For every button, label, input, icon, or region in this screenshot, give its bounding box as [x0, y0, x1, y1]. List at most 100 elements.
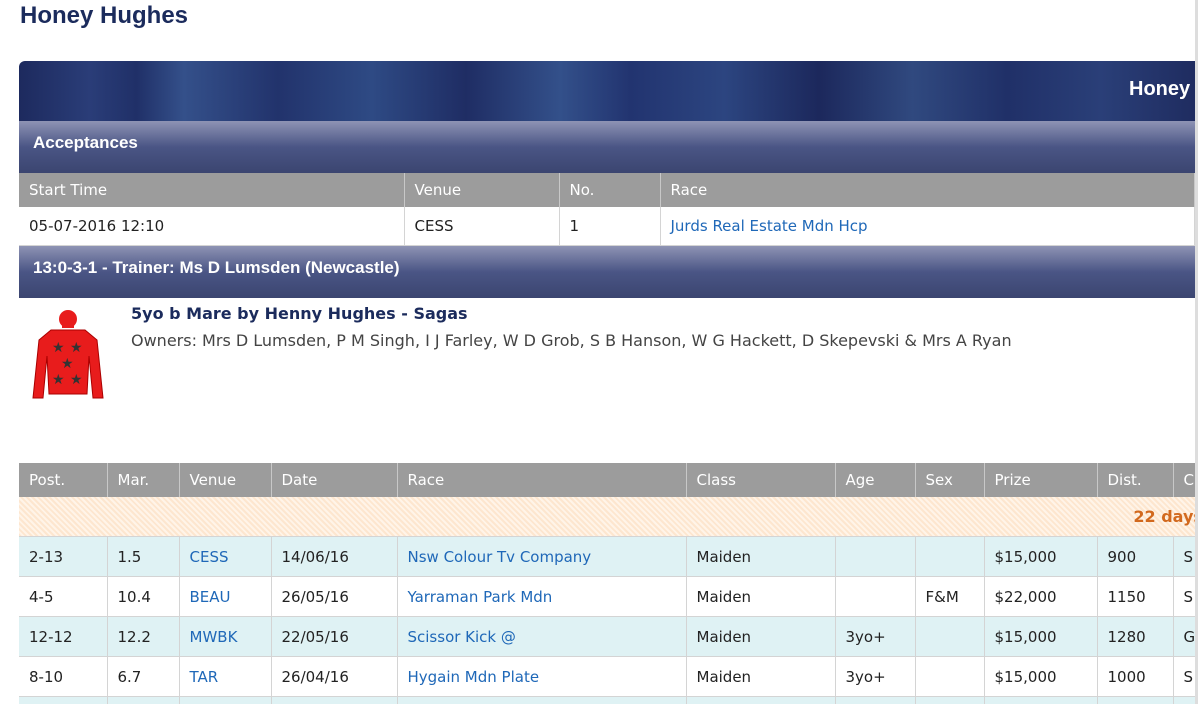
cell-date: 14/06/16: [271, 536, 398, 577]
cell-mar: 6.7: [107, 656, 180, 697]
cell-c: S: [1173, 576, 1195, 617]
venue-link[interactable]: MWBK: [189, 627, 238, 646]
cell-c: S: [1173, 536, 1195, 577]
cell-dist: 1150: [1097, 576, 1174, 617]
cell-sex: [915, 616, 985, 657]
cell-class: Maiden: [686, 616, 836, 657]
cell: [107, 696, 180, 704]
table-row: 12-12 12.2 MWBK 22/05/16 Scissor Kick @ Maide…: [19, 616, 1195, 657]
race-link[interactable]: Yarraman Park Mdn: [407, 587, 553, 606]
trainer-heading: 13:0-3-1 - Trainer: Ms D Lumsden (Newcas…: [19, 245, 1195, 298]
col-c: C: [1173, 462, 1195, 497]
cell-age: 3yo+: [835, 656, 916, 697]
owners: Owners: Mrs D Lumsden, P M Singh, I J Fa…: [131, 330, 1012, 350]
cell-age: 3yo+: [835, 616, 916, 657]
cell-dist: 1280: [1097, 616, 1174, 657]
cell: [915, 696, 985, 704]
cell-race: Hygain Mdn Plate: [397, 656, 687, 697]
cell-age: [835, 576, 916, 617]
cell-date: 26/05/16: [271, 576, 398, 617]
race-link[interactable]: Hygain Mdn Plate: [407, 667, 540, 686]
days-since-notice: 22 days s: [19, 496, 1195, 537]
col-start-time: Start Time: [19, 173, 405, 207]
horse-info: ★ ★ ★ ★ ★ 5yo b Mare by Henny Hughes - Saga…: [19, 298, 1195, 463]
cell-sex: [915, 656, 985, 697]
table-row: 2-13 1.5 CESS 14/06/16 Nsw Colour Tv Company…: [19, 536, 1195, 577]
cell-date: 26/04/16: [271, 656, 398, 697]
cell-race: Yarraman Park Mdn: [397, 576, 687, 617]
cell-post: 8-10: [19, 656, 108, 697]
cell: [686, 696, 836, 704]
table-row: 4-5 10.4 BEAU 26/05/16 Yarraman Park Mdn Maid…: [19, 576, 1195, 617]
cell-mar: 10.4: [107, 576, 180, 617]
cell-venue: TAR: [179, 656, 272, 697]
horse-description: 5yo b Mare by Henny Hughes - Sagas: [131, 303, 468, 323]
cell-mar: 12.2: [107, 616, 180, 657]
form-table: Post. Mar. Venue Date Race Class Age Sex…: [19, 462, 1195, 704]
venue-link[interactable]: CESS: [189, 547, 229, 566]
cell-race: Nsw Colour Tv Company: [397, 536, 687, 577]
cell-class: Maiden: [686, 656, 836, 697]
col-no: No.: [559, 173, 661, 207]
venue: CESS: [404, 207, 560, 246]
scrollbar[interactable]: [1195, 0, 1198, 704]
start-time: 05-07-2016 12:10: [19, 207, 405, 246]
race-number: 1: [559, 207, 661, 246]
venue-link[interactable]: TAR: [189, 667, 219, 686]
cell-mar: 1.5: [107, 536, 180, 577]
cell-class: Maiden: [686, 536, 836, 577]
cell: [271, 696, 398, 704]
cell: [1173, 696, 1195, 704]
table-row: 05-07-2016 12:10 CESS 1 Jurds Real Estat…: [19, 207, 1195, 246]
cell-post: 12-12: [19, 616, 108, 657]
cell: [1097, 696, 1174, 704]
cell-dist: 900: [1097, 536, 1174, 577]
svg-text:★: ★: [52, 340, 65, 356]
cell-venue: BEAU: [179, 576, 272, 617]
cell: [19, 696, 108, 704]
cell: [984, 696, 1098, 704]
col-race: Race: [397, 462, 687, 497]
cell-prize: $15,000: [984, 536, 1098, 577]
cell-post: 4-5: [19, 576, 108, 617]
col-venue: Venue: [179, 462, 272, 497]
cell: [835, 696, 916, 704]
svg-text:★: ★: [70, 340, 83, 356]
svg-text:★: ★: [52, 372, 65, 388]
cell-prize: $15,000: [984, 656, 1098, 697]
col-venue: Venue: [404, 173, 560, 207]
col-dist: Dist.: [1097, 462, 1174, 497]
col-sex: Sex: [915, 462, 985, 497]
race-link[interactable]: Scissor Kick @: [407, 627, 516, 646]
cell-prize: $15,000: [984, 616, 1098, 657]
col-age: Age: [835, 462, 916, 497]
notice-row: 22 days s: [19, 496, 1195, 537]
race-link[interactable]: Nsw Colour Tv Company: [407, 547, 592, 566]
cell: [397, 696, 687, 704]
table-row: 8-10 6.7 TAR 26/04/16 Hygain Mdn Plate Maiden…: [19, 656, 1195, 697]
banner-title: Honey: [1129, 78, 1191, 100]
table-row-partial: [19, 696, 1195, 704]
content-panel: Honey Acceptances Start Time Venue No. R…: [19, 61, 1195, 704]
cell-dist: 1000: [1097, 656, 1174, 697]
race-link[interactable]: Jurds Real Estate Mdn Hcp: [670, 216, 868, 235]
svg-text:★: ★: [70, 372, 83, 388]
cell-sex: F&M: [915, 576, 985, 617]
cell-c: S: [1173, 656, 1195, 697]
col-prize: Prize: [984, 462, 1098, 497]
cell-prize: $22,000: [984, 576, 1098, 617]
acceptances-table: Start Time Venue No. Race 05-07-2016 12:…: [19, 173, 1195, 246]
cell-class: Maiden: [686, 576, 836, 617]
acceptances-heading: Acceptances: [19, 121, 1195, 173]
cell: [179, 696, 272, 704]
svg-text:★: ★: [61, 356, 74, 372]
cell-age: [835, 536, 916, 577]
col-race: Race: [660, 173, 1195, 207]
cell-sex: [915, 536, 985, 577]
cell-post: 2-13: [19, 536, 108, 577]
col-mar: Mar.: [107, 462, 180, 497]
cell-venue: CESS: [179, 536, 272, 577]
cell-date: 22/05/16: [271, 616, 398, 657]
cell-race: Scissor Kick @: [397, 616, 687, 657]
venue-link[interactable]: BEAU: [189, 587, 231, 606]
